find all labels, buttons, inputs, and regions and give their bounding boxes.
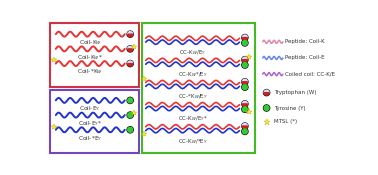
Wedge shape xyxy=(242,101,248,104)
Text: CC-K$_{W}$/E$_{Y}$*: CC-K$_{W}$/E$_{Y}$* xyxy=(178,115,208,124)
Text: Coil-K$_{W}$: Coil-K$_{W}$ xyxy=(79,38,102,47)
Circle shape xyxy=(128,113,133,117)
Circle shape xyxy=(242,101,248,107)
Wedge shape xyxy=(264,93,269,95)
Wedge shape xyxy=(128,61,133,64)
Text: Coiled coil: CC-K/E: Coiled coil: CC-K/E xyxy=(285,72,335,77)
Circle shape xyxy=(242,34,248,41)
Wedge shape xyxy=(242,82,248,84)
Text: Coil-E$_{Y}$*: Coil-E$_{Y}$* xyxy=(78,119,102,128)
Text: Tyrosine (Y): Tyrosine (Y) xyxy=(274,106,305,110)
Circle shape xyxy=(242,85,247,90)
Text: CC-*K$_{W}$/E$_{Y}$: CC-*K$_{W}$/E$_{Y}$ xyxy=(178,93,208,101)
Circle shape xyxy=(128,98,133,103)
Circle shape xyxy=(263,105,270,111)
Text: MTSL (*): MTSL (*) xyxy=(274,119,297,124)
Wedge shape xyxy=(242,79,248,82)
Text: CC-K$_{W}$*/E$_{Y}$: CC-K$_{W}$*/E$_{Y}$ xyxy=(178,70,208,79)
Circle shape xyxy=(242,40,248,46)
Circle shape xyxy=(127,127,133,133)
Text: Tryptophan (W): Tryptophan (W) xyxy=(274,90,316,95)
Text: Coil-*E$_{Y}$: Coil-*E$_{Y}$ xyxy=(78,134,102,143)
Text: Coil-*K$_{W}$: Coil-*K$_{W}$ xyxy=(77,67,103,76)
Circle shape xyxy=(242,123,248,129)
Circle shape xyxy=(127,97,133,103)
Circle shape xyxy=(263,90,270,96)
FancyBboxPatch shape xyxy=(50,90,139,153)
Text: Peptide: Coil-E: Peptide: Coil-E xyxy=(285,55,325,60)
Wedge shape xyxy=(264,90,269,93)
Text: Coil-K$_{W}$*: Coil-K$_{W}$* xyxy=(77,53,103,62)
Wedge shape xyxy=(128,49,133,51)
Circle shape xyxy=(242,63,247,67)
Circle shape xyxy=(242,79,248,85)
Wedge shape xyxy=(128,64,133,66)
Wedge shape xyxy=(242,35,248,37)
Wedge shape xyxy=(128,34,133,37)
Circle shape xyxy=(127,31,133,37)
Text: Coil-E$_{Y}$: Coil-E$_{Y}$ xyxy=(79,104,101,113)
Circle shape xyxy=(128,127,133,132)
Circle shape xyxy=(127,112,133,118)
FancyBboxPatch shape xyxy=(50,23,139,87)
Circle shape xyxy=(242,62,248,68)
Circle shape xyxy=(242,129,247,134)
Wedge shape xyxy=(242,126,248,129)
Circle shape xyxy=(242,128,248,135)
Circle shape xyxy=(242,106,248,112)
Wedge shape xyxy=(242,124,248,126)
Circle shape xyxy=(242,41,247,45)
Circle shape xyxy=(242,84,248,90)
Text: CC-K$_{W}$/*E$_{Y}$: CC-K$_{W}$/*E$_{Y}$ xyxy=(178,137,208,146)
Circle shape xyxy=(264,106,269,110)
Wedge shape xyxy=(242,57,248,60)
Circle shape xyxy=(127,61,133,67)
Wedge shape xyxy=(242,60,248,62)
Wedge shape xyxy=(242,104,248,106)
Wedge shape xyxy=(128,32,133,34)
Text: CC-K$_{W}$/E$_{Y}$: CC-K$_{W}$/E$_{Y}$ xyxy=(179,48,206,57)
Text: Peptide: Coil-K: Peptide: Coil-K xyxy=(285,39,325,44)
Circle shape xyxy=(242,57,248,63)
Circle shape xyxy=(127,46,133,52)
FancyBboxPatch shape xyxy=(142,23,255,153)
Circle shape xyxy=(242,107,247,112)
Wedge shape xyxy=(128,46,133,49)
Wedge shape xyxy=(242,37,248,40)
